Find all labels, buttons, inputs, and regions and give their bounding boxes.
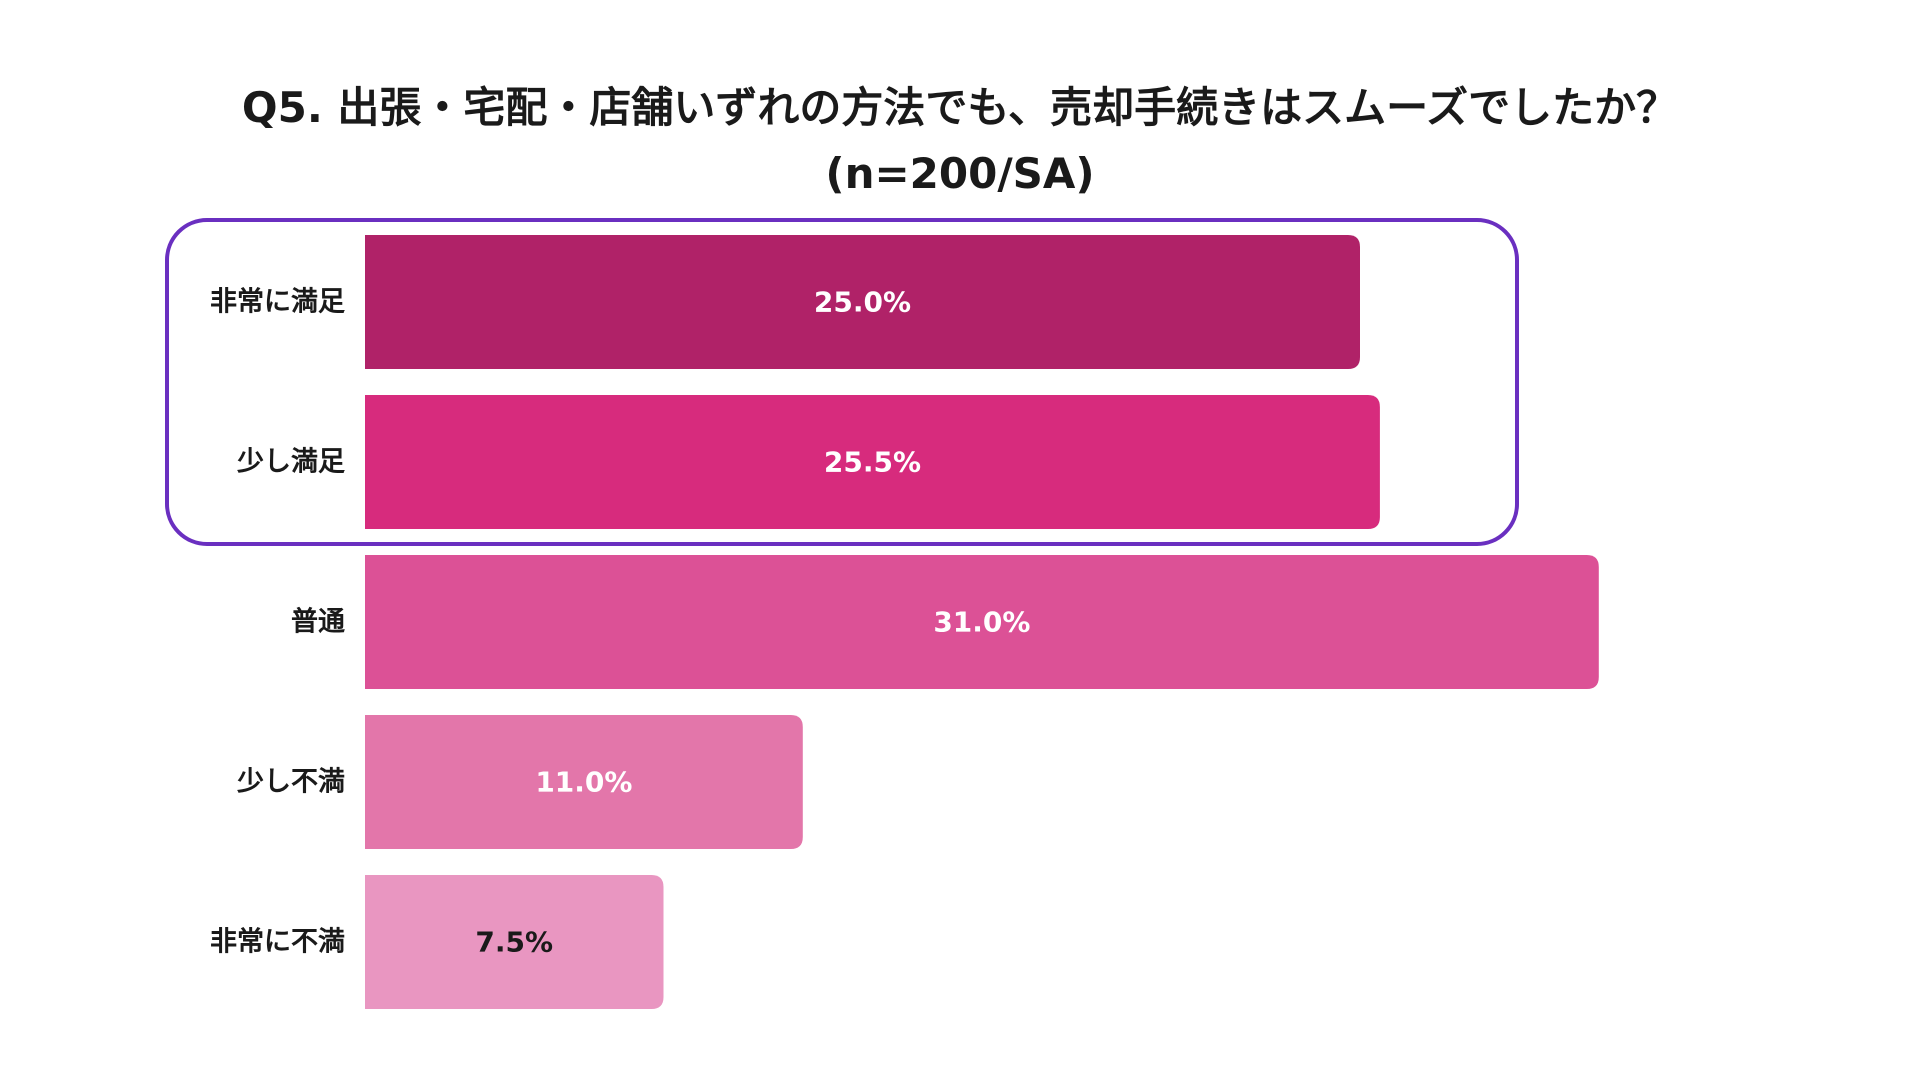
bar-somewhat-satisfied xyxy=(365,395,1380,529)
category-label-somewhat-satisfied: 少し満足 xyxy=(237,447,345,478)
category-label-neutral: 普通 xyxy=(291,606,345,638)
category-label-very-dissatisfied: 非常に不満 xyxy=(210,927,345,958)
bar-neutral xyxy=(365,555,1599,689)
bars-group: 非常に満足 25.0% 少し満足 25.5% 普通 31.0% 少し不満 11.0% 非常に不満… xyxy=(210,235,1599,1009)
data-label-neutral: 31.0% xyxy=(933,606,1030,639)
bar-very-dissatisfied xyxy=(365,875,664,1009)
data-label-very-dissatisfied: 7.5% xyxy=(475,926,553,959)
bar-very-satisfied xyxy=(365,235,1360,369)
chart-title: Q5. 出張・宅配・店舗いずれの方法でも、売却手続きはスムーズでしたか？ xyxy=(242,83,1678,132)
bar-somewhat-dissatisfied xyxy=(365,715,803,849)
category-label-somewhat-dissatisfied: 少し不満 xyxy=(237,767,345,798)
data-label-very-satisfied: 25.0% xyxy=(814,286,911,319)
data-label-somewhat-satisfied: 25.5% xyxy=(824,446,921,479)
highlight-box xyxy=(165,218,1519,546)
data-label-somewhat-dissatisfied: 11.0% xyxy=(535,766,632,799)
category-label-very-satisfied: 非常に満足 xyxy=(210,287,345,318)
chart-subtitle: (n=200/SA) xyxy=(825,149,1094,198)
